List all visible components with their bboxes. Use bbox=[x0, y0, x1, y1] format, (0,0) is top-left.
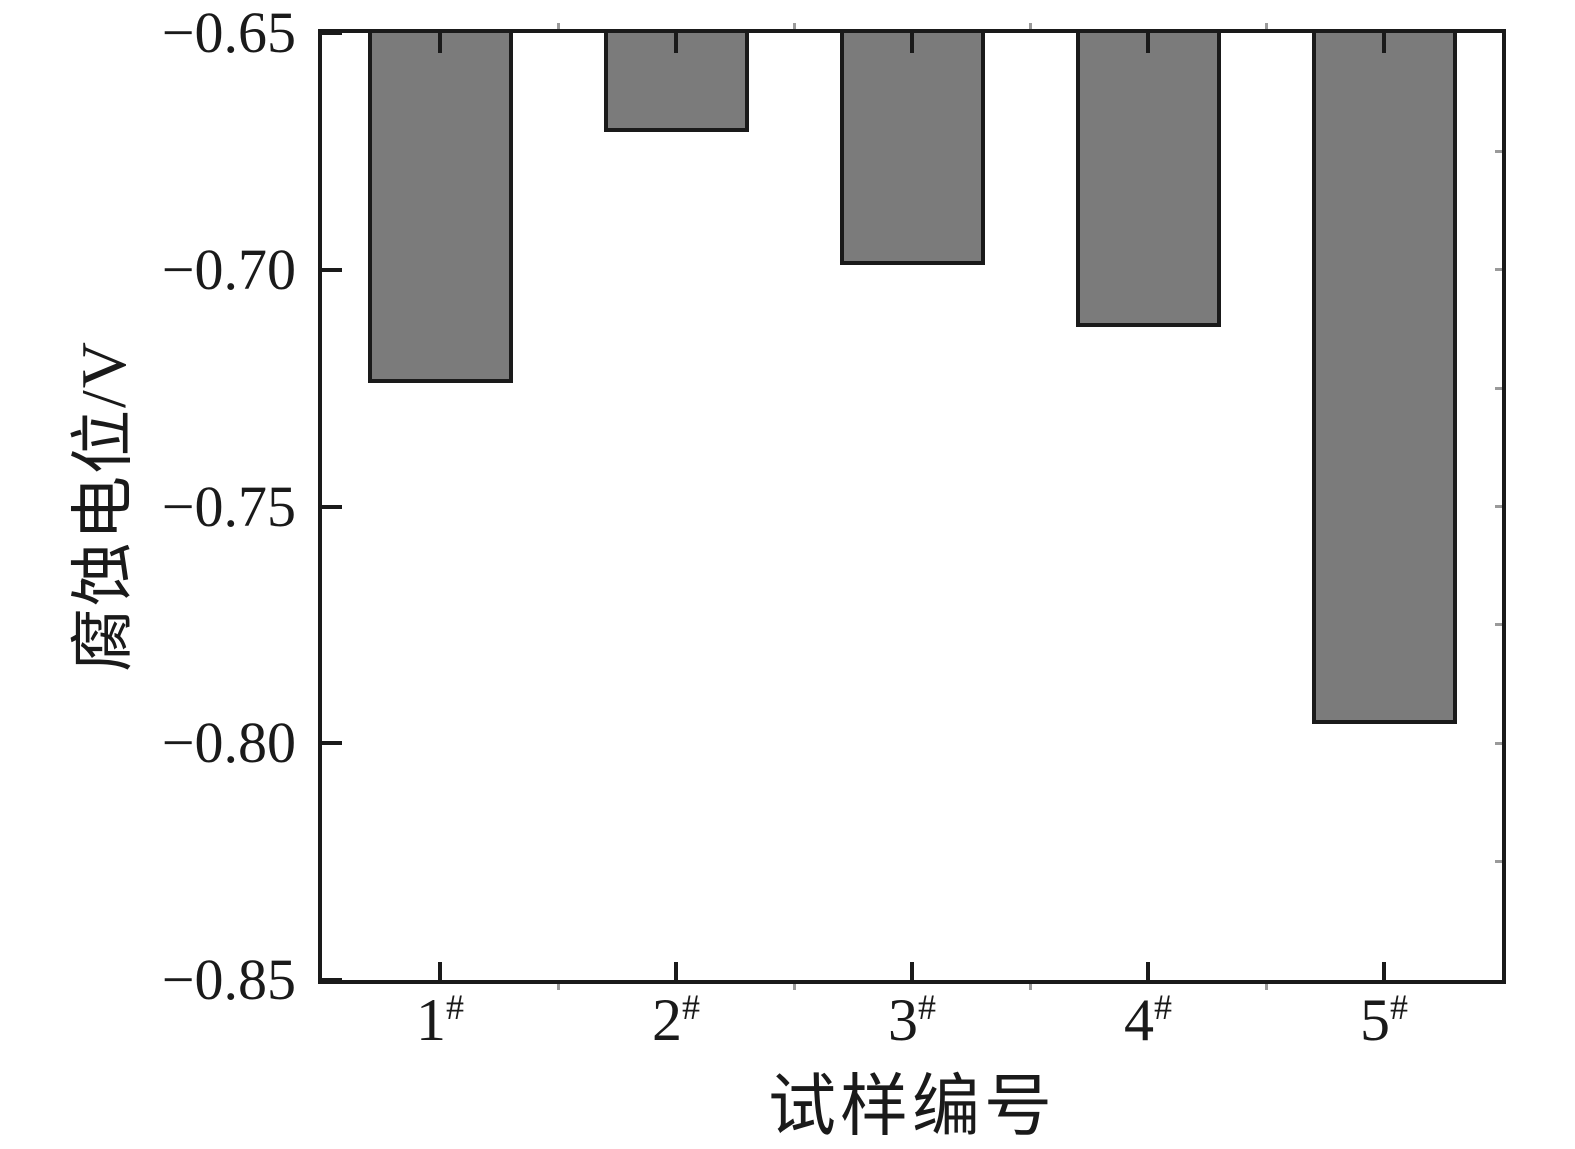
bar-sample-1# bbox=[367, 33, 513, 384]
right-axis-minor-tick bbox=[1495, 741, 1502, 745]
top-axis-major-tick bbox=[438, 33, 442, 53]
bottom-axis-major-tick bbox=[1382, 962, 1386, 980]
x-tick-suffix: # bbox=[1154, 987, 1172, 1027]
top-axis-major-tick bbox=[674, 33, 678, 53]
bottom-axis-major-tick bbox=[438, 962, 442, 980]
right-axis-minor-tick bbox=[1495, 623, 1502, 627]
bottom-axis-major-tick bbox=[1146, 962, 1150, 980]
bar-sample-5# bbox=[1311, 33, 1457, 725]
x-tick-label: 5# bbox=[1360, 987, 1408, 1053]
y-tick-label: −0.75 bbox=[161, 473, 296, 539]
top-axis-minor-tick bbox=[556, 23, 560, 29]
y-axis-major-tick bbox=[322, 31, 342, 35]
y-tick-label: −0.80 bbox=[161, 710, 296, 776]
bottom-axis-major-tick bbox=[674, 962, 678, 980]
bottom-axis-minor-tick bbox=[556, 984, 560, 990]
x-tick-number: 5 bbox=[1360, 987, 1390, 1053]
top-axis-minor-tick bbox=[1264, 23, 1268, 29]
right-axis-minor-tick bbox=[1495, 505, 1502, 508]
bottom-axis-minor-tick bbox=[1264, 984, 1268, 990]
x-tick-label: 3# bbox=[888, 987, 936, 1053]
bottom-axis-major-tick bbox=[910, 962, 914, 980]
y-axis-major-tick bbox=[322, 504, 342, 509]
x-tick-number: 2 bbox=[652, 987, 682, 1053]
bottom-axis-minor-tick bbox=[1028, 984, 1032, 990]
x-tick-label: 1# bbox=[416, 987, 464, 1053]
bottom-axis-minor-tick bbox=[792, 984, 796, 990]
top-axis-minor-tick bbox=[1028, 23, 1032, 29]
top-axis-major-tick bbox=[910, 33, 914, 53]
top-axis-minor-tick bbox=[792, 23, 796, 29]
x-tick-number: 1 bbox=[416, 987, 446, 1053]
bar-sample-3# bbox=[839, 33, 985, 265]
x-tick-label: 4# bbox=[1124, 987, 1172, 1053]
x-tick-suffix: # bbox=[682, 987, 700, 1027]
top-axis-major-tick bbox=[1382, 33, 1386, 53]
x-tick-number: 4 bbox=[1124, 987, 1154, 1053]
x-axis-title: 试样编号 bbox=[767, 1068, 1057, 1145]
x-tick-suffix: # bbox=[446, 987, 464, 1027]
right-axis-minor-tick bbox=[1495, 386, 1502, 390]
bar-sample-4# bbox=[1075, 33, 1221, 327]
y-axis-major-tick bbox=[322, 978, 342, 982]
right-axis-minor-tick bbox=[1495, 149, 1502, 153]
top-axis-major-tick bbox=[1146, 33, 1150, 53]
y-axis-major-tick bbox=[322, 741, 342, 746]
x-tick-label: 2# bbox=[652, 987, 700, 1053]
y-axis-major-tick bbox=[322, 267, 342, 272]
plot-area bbox=[318, 23, 1506, 990]
x-tick-number: 3 bbox=[888, 987, 918, 1053]
y-tick-label: −0.65 bbox=[161, 0, 296, 65]
right-axis-minor-tick bbox=[1495, 268, 1502, 272]
right-axis-minor-tick bbox=[1495, 860, 1502, 864]
x-tick-suffix: # bbox=[1390, 987, 1408, 1027]
x-tick-suffix: # bbox=[918, 987, 936, 1027]
y-tick-label: −0.85 bbox=[161, 947, 296, 1012]
y-tick-label: −0.70 bbox=[161, 236, 296, 302]
